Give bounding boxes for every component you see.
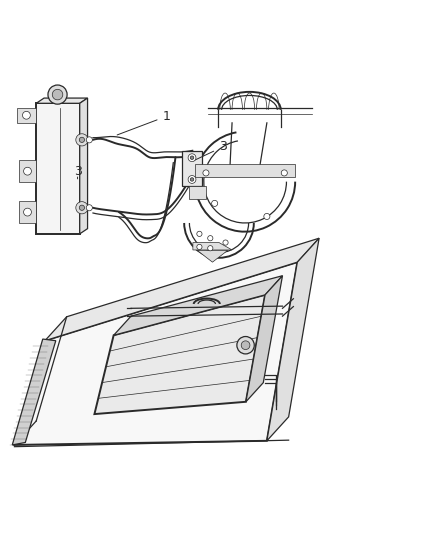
- Polygon shape: [197, 251, 228, 262]
- Polygon shape: [17, 108, 36, 123]
- Circle shape: [190, 156, 194, 159]
- Polygon shape: [182, 151, 201, 186]
- Circle shape: [237, 336, 254, 354]
- Circle shape: [86, 205, 92, 211]
- Polygon shape: [95, 295, 265, 414]
- Circle shape: [24, 167, 32, 175]
- Text: 4: 4: [155, 345, 166, 366]
- Text: 3: 3: [193, 140, 227, 161]
- Text: 1: 1: [117, 110, 170, 135]
- Polygon shape: [246, 276, 283, 402]
- Polygon shape: [36, 103, 80, 234]
- Circle shape: [241, 341, 250, 350]
- Polygon shape: [14, 262, 297, 445]
- Polygon shape: [113, 276, 283, 335]
- Circle shape: [203, 170, 209, 176]
- Circle shape: [190, 177, 194, 181]
- Polygon shape: [80, 98, 88, 234]
- Circle shape: [22, 111, 30, 119]
- Circle shape: [52, 90, 63, 100]
- Circle shape: [24, 208, 32, 216]
- Polygon shape: [49, 95, 65, 99]
- Circle shape: [208, 236, 213, 241]
- Polygon shape: [193, 243, 232, 250]
- Circle shape: [264, 213, 270, 220]
- Text: 3: 3: [74, 165, 81, 178]
- Polygon shape: [195, 164, 295, 177]
- Circle shape: [212, 200, 218, 206]
- Circle shape: [197, 231, 202, 237]
- Circle shape: [223, 240, 228, 245]
- Circle shape: [281, 170, 287, 176]
- Circle shape: [197, 244, 202, 249]
- Circle shape: [188, 175, 196, 183]
- Polygon shape: [267, 238, 319, 441]
- Circle shape: [86, 137, 92, 143]
- Polygon shape: [36, 98, 88, 103]
- Circle shape: [79, 205, 85, 211]
- Circle shape: [79, 137, 85, 142]
- Circle shape: [76, 134, 88, 146]
- Circle shape: [188, 154, 196, 161]
- Polygon shape: [45, 238, 319, 341]
- Polygon shape: [19, 160, 36, 182]
- Circle shape: [208, 246, 213, 251]
- Polygon shape: [12, 339, 56, 445]
- Polygon shape: [188, 186, 206, 199]
- Circle shape: [76, 201, 88, 214]
- Polygon shape: [19, 201, 36, 223]
- Circle shape: [48, 85, 67, 104]
